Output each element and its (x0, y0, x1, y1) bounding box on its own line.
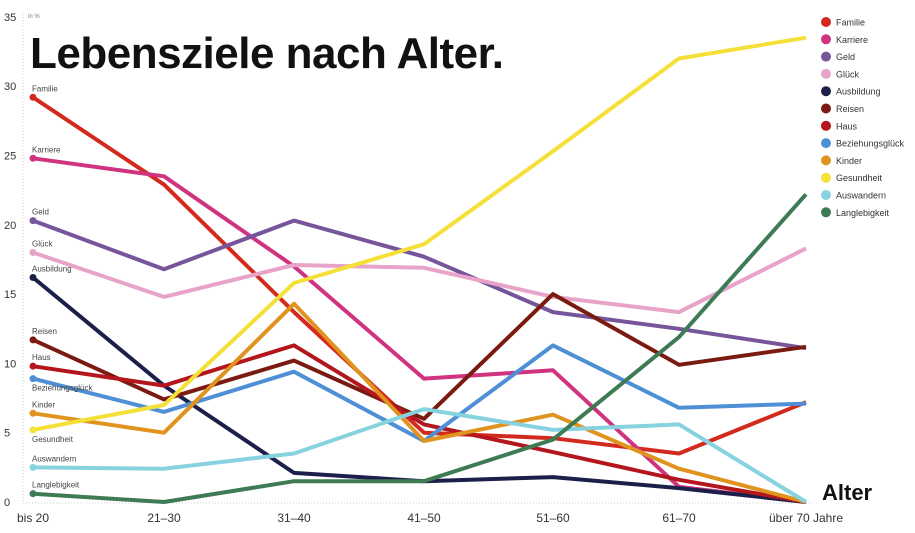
x-tick-label: 41–50 (407, 511, 441, 525)
data-point (29, 154, 37, 162)
chart-title: Lebensziele nach Alter. (30, 29, 504, 78)
legend-entry: Kinder (836, 156, 862, 166)
legend-marker (821, 138, 831, 149)
legend-marker (821, 120, 831, 131)
data-point (29, 426, 37, 434)
series-label: Auswandern (32, 454, 76, 463)
series-line-reisen (32, 292, 807, 421)
y-tick-label: 25 (4, 151, 16, 163)
legend-entry: Karriere (836, 35, 868, 45)
data-point (29, 490, 37, 498)
legend-entry: Beziehungsglück (836, 139, 905, 149)
series-line-haus (32, 343, 807, 504)
x-tick-label: 51–60 (536, 511, 570, 525)
legend-marker (821, 190, 831, 200)
y-tick-label: 35 (4, 12, 16, 24)
x-tick-label: 21–30 (147, 511, 181, 525)
legend-marker (821, 207, 831, 218)
series-label: Haus (32, 353, 51, 362)
legend-entry: Langlebigkeit (836, 208, 890, 218)
legend-entry: Familie (836, 18, 865, 28)
series-line-langlebigkeit (32, 192, 808, 504)
legend-entry: Glück (836, 69, 860, 79)
series-label: Beziehungsglück (32, 384, 93, 393)
x-axis-label: Alter (822, 480, 873, 505)
data-point (29, 249, 37, 257)
y-tick-label: 0 (4, 497, 10, 509)
series-label: Kinder (32, 400, 55, 409)
data-point (29, 93, 37, 101)
data-point (29, 217, 37, 225)
legend-entry: Ausbildung (836, 87, 881, 97)
series-label: Glück (32, 240, 53, 249)
series-label: Gesundheit (32, 435, 74, 444)
x-tick-label: über 70 Jahre (769, 511, 843, 525)
series-label: Familie (32, 84, 58, 93)
series-label: Reisen (32, 327, 57, 336)
y-tick-label: 20 (4, 220, 16, 232)
x-tick-label: 31–40 (277, 511, 311, 525)
legend-entry: Haus (836, 121, 858, 131)
data-point (29, 375, 37, 383)
y-tick-label: 5 (4, 428, 10, 440)
series-line-geld (32, 218, 807, 351)
series-line-glück (32, 246, 807, 315)
data-point (29, 336, 37, 344)
legend-entry: Geld (836, 52, 855, 62)
legend-marker (821, 34, 831, 45)
legend-marker (821, 155, 831, 166)
series-line-kinder (32, 301, 807, 504)
legend-marker (821, 103, 831, 114)
legend-entry: Gesundheit (836, 173, 883, 183)
y-tick-label: 10 (4, 358, 16, 370)
legend-marker (821, 172, 831, 183)
legend-entry: Reisen (836, 104, 864, 114)
series-label: Ausbildung (32, 264, 72, 273)
series-label: Karriere (32, 145, 61, 154)
legend-marker (821, 68, 831, 79)
legend-entry: Auswandern (836, 191, 886, 201)
data-point (29, 463, 37, 471)
data-point (29, 409, 37, 417)
data-point (29, 273, 37, 281)
y-tick-label: 30 (4, 81, 16, 93)
series-line-familie (31, 95, 807, 456)
series-label: Geld (32, 208, 49, 217)
legend-marker (821, 17, 831, 27)
legend-marker (821, 86, 831, 97)
y-tick-label: 15 (4, 289, 16, 301)
legend-marker (821, 51, 831, 62)
y-axis-unit: in % (28, 14, 40, 20)
x-tick-label: 61–70 (662, 511, 696, 525)
data-point (29, 362, 37, 370)
series-label: Langlebigkeit (32, 481, 80, 490)
x-tick-label: bis 20 (17, 511, 49, 525)
